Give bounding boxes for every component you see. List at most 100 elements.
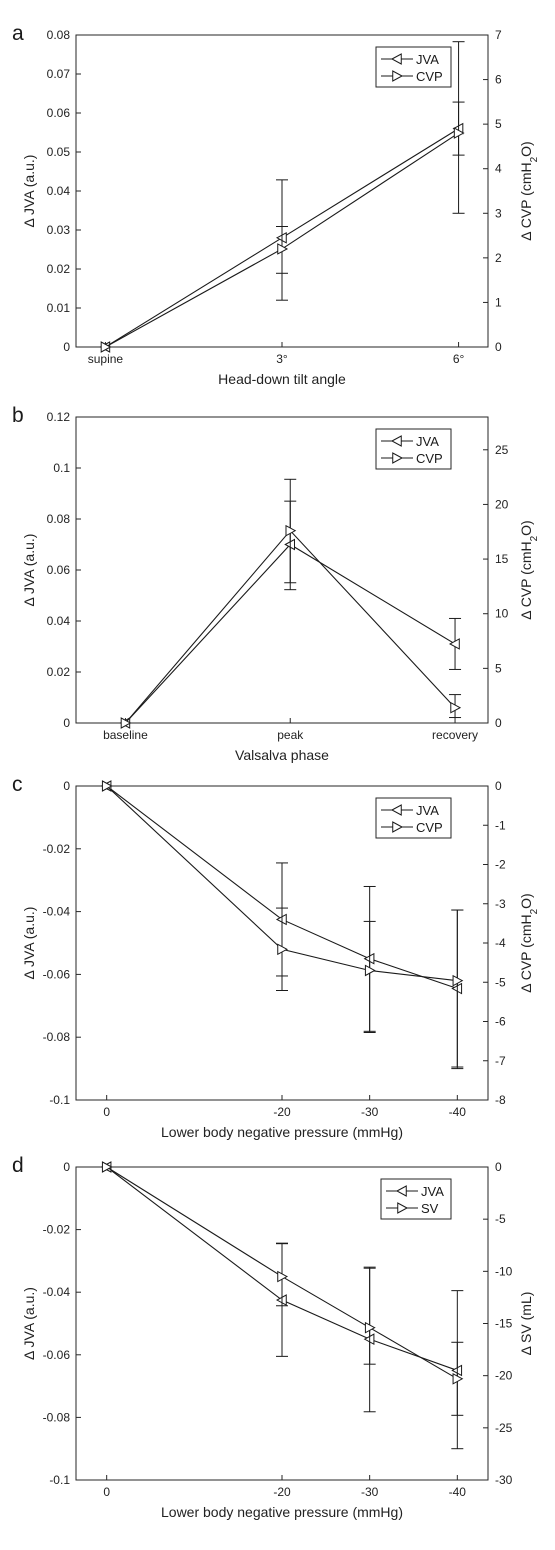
- legend-label-cvp: CVP: [416, 69, 443, 84]
- y-right-tick-label: -5: [495, 975, 506, 989]
- y-right-axis-label: Δ CVP (cmH2O): [518, 893, 540, 992]
- y-right-tick-label: 5: [495, 661, 502, 675]
- y-tick-label: 0.04: [47, 614, 71, 628]
- x-tick-label: 3°: [276, 352, 288, 366]
- x-tick-label: -20: [273, 1485, 291, 1499]
- y-right-tick-label: -20: [495, 1369, 513, 1383]
- y-tick-label: 0.12: [47, 410, 71, 424]
- legend: JVA CVP: [375, 428, 452, 470]
- y-tick-label: 0: [63, 340, 70, 354]
- y-tick-label: -0.02: [43, 1223, 71, 1237]
- y-right-tick-label: -3: [495, 897, 506, 911]
- y-axis-label: Δ JVA (a.u.): [21, 907, 37, 980]
- legend-marker: [395, 1185, 407, 1197]
- x-tick-label: -40: [449, 1105, 467, 1119]
- legend-label-cvp: CVP: [416, 451, 443, 466]
- y-right-tick-label: 7: [495, 28, 502, 42]
- x-tick-label: baseline: [103, 728, 148, 742]
- series-line-sv: [106, 1166, 458, 1380]
- panel-letter-a: a: [12, 22, 24, 45]
- x-tick-label: peak: [277, 728, 304, 742]
- y-right-tick-label: 3: [495, 206, 502, 220]
- y-tick-label: 0: [63, 779, 70, 793]
- series-line-jva: [106, 1166, 458, 1371]
- legend-marker: [397, 1202, 409, 1214]
- marker-sv: [452, 1372, 464, 1385]
- marker-cvp: [452, 974, 464, 987]
- legend-marker: [392, 821, 404, 833]
- y-right-tick-label: 1: [495, 295, 502, 309]
- y-tick-label: -0.06: [43, 1348, 71, 1362]
- y-right-tick-label: -1: [495, 818, 506, 832]
- legend: JVA SV: [380, 1178, 452, 1220]
- legend-frame: [375, 428, 452, 470]
- legend-label-jva: JVA: [421, 1184, 444, 1199]
- y-right-tick-label: 5: [495, 117, 502, 131]
- y-right-tick-label: -5: [495, 1212, 506, 1226]
- y-right-tick-label: 15: [495, 552, 509, 566]
- y-right-axis-label: Δ SV (mL): [518, 1292, 534, 1356]
- y-tick-label: 0.06: [47, 563, 71, 577]
- y-tick-label: 0: [63, 716, 70, 730]
- x-tick-label: -40: [449, 1485, 467, 1499]
- marker-cvp: [101, 780, 113, 792]
- legend-marker: [392, 70, 404, 82]
- panel-letter-b: b: [12, 404, 24, 427]
- y-right-tick-label: 4: [495, 162, 502, 176]
- y-right-tick-label: 0: [495, 340, 502, 354]
- x-tick-label: -30: [361, 1485, 379, 1499]
- y-axis-label: Δ JVA (a.u.): [21, 534, 37, 607]
- y-tick-label: -0.1: [49, 1473, 70, 1487]
- y-right-tick-label: -8: [495, 1093, 506, 1107]
- legend-label-cvp: CVP: [416, 820, 443, 835]
- legend-label-sv: SV: [421, 1201, 439, 1216]
- marker-cvp: [120, 717, 132, 729]
- y-tick-label: -0.08: [43, 1030, 71, 1044]
- x-tick-label: supine: [88, 352, 124, 366]
- x-tick-label: -20: [273, 1105, 291, 1119]
- marker-sv: [364, 1321, 376, 1334]
- y-tick-label: -0.08: [43, 1410, 71, 1424]
- panel-letter-c: c: [12, 773, 23, 796]
- y-tick-label: 0.08: [47, 512, 71, 526]
- y-tick-label: -0.04: [43, 1285, 71, 1299]
- y-right-tick-label: -4: [495, 936, 506, 950]
- y-tick-label: 0.02: [47, 665, 71, 679]
- y-right-tick-label: 25: [495, 443, 509, 457]
- legend-frame: [375, 46, 452, 88]
- y-right-tick-label: -15: [495, 1317, 513, 1331]
- legend-frame: [375, 797, 452, 839]
- marker-jva: [448, 638, 460, 650]
- legend-marker: [390, 53, 402, 65]
- legend: JVA CVP: [375, 797, 452, 839]
- legend-marker: [392, 452, 404, 464]
- y-tick-label: 0.04: [47, 184, 71, 198]
- y-tick-label: 0.1: [53, 461, 70, 475]
- x-axis-label: Lower body negative pressure (mmHg): [161, 1504, 403, 1520]
- x-tick-label: 0: [103, 1105, 110, 1119]
- y-tick-label: -0.04: [43, 905, 71, 919]
- legend: JVA CVP: [375, 46, 452, 88]
- marker-cvp: [364, 964, 376, 977]
- y-tick-label: 0.05: [47, 145, 71, 159]
- y-right-axis-label: Δ CVP (cmH2O): [518, 141, 540, 240]
- marker-cvp: [277, 243, 289, 255]
- panel-c: c -0.1 -0.08 -0.06 -0.04 -0.02 0 -8 -7 -6 -5 -4 -3 -2…: [12, 773, 540, 1140]
- marker-cvp: [277, 943, 289, 956]
- y-tick-label: 0.06: [47, 106, 71, 120]
- y-tick-label: 0.07: [47, 67, 71, 81]
- marker-sv: [277, 1270, 289, 1283]
- y-tick-label: -0.1: [49, 1093, 70, 1107]
- y-tick-label: -0.02: [43, 842, 71, 856]
- x-axis-label: Valsalva phase: [235, 747, 329, 763]
- y-right-tick-label: -10: [495, 1264, 513, 1278]
- series-line-jva: [106, 785, 458, 990]
- y-right-tick-label: 0: [495, 1160, 502, 1174]
- y-tick-label: -0.06: [43, 967, 71, 981]
- marker-cvp: [450, 701, 462, 714]
- panel-b: b 0 0.02 0.04 0.06 0.08 0.1 0.12 0 5 10 15 20 25 basel…: [12, 404, 540, 763]
- y-tick-label: 0: [63, 1160, 70, 1174]
- y-axis-label: Δ JVA (a.u.): [21, 1287, 37, 1360]
- marker-cvp: [453, 127, 465, 139]
